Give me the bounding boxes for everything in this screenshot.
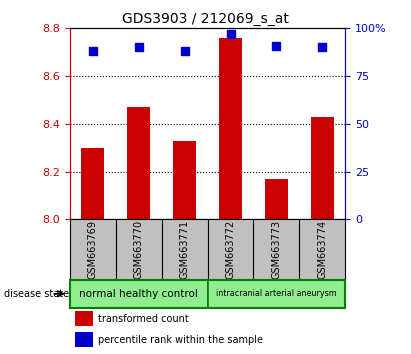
Bar xyxy=(208,280,345,308)
Bar xyxy=(75,311,93,326)
Bar xyxy=(311,117,334,219)
Bar xyxy=(127,107,150,219)
Bar xyxy=(70,280,208,308)
Text: GSM663770: GSM663770 xyxy=(134,220,144,279)
Point xyxy=(181,48,188,54)
Bar xyxy=(75,332,93,347)
Text: GDS3903 / 212069_s_at: GDS3903 / 212069_s_at xyxy=(122,12,289,27)
Text: percentile rank within the sample: percentile rank within the sample xyxy=(98,335,263,345)
Text: transformed count: transformed count xyxy=(98,314,188,324)
Bar xyxy=(219,38,242,219)
Bar xyxy=(81,148,104,219)
Text: GSM663772: GSM663772 xyxy=(226,220,236,279)
Bar xyxy=(265,179,288,219)
Text: disease state: disease state xyxy=(4,289,69,299)
Bar xyxy=(173,141,196,219)
Text: GSM663771: GSM663771 xyxy=(180,220,189,279)
Point xyxy=(227,31,234,37)
Text: GSM663774: GSM663774 xyxy=(317,220,327,279)
Point xyxy=(319,45,326,50)
Text: normal healthy control: normal healthy control xyxy=(79,289,198,299)
Text: intracranial arterial aneurysm: intracranial arterial aneurysm xyxy=(216,289,337,298)
Point xyxy=(136,45,142,50)
Point xyxy=(90,48,96,54)
Text: GSM663769: GSM663769 xyxy=(88,220,98,279)
Text: GSM663773: GSM663773 xyxy=(271,220,282,279)
Point xyxy=(273,43,279,48)
